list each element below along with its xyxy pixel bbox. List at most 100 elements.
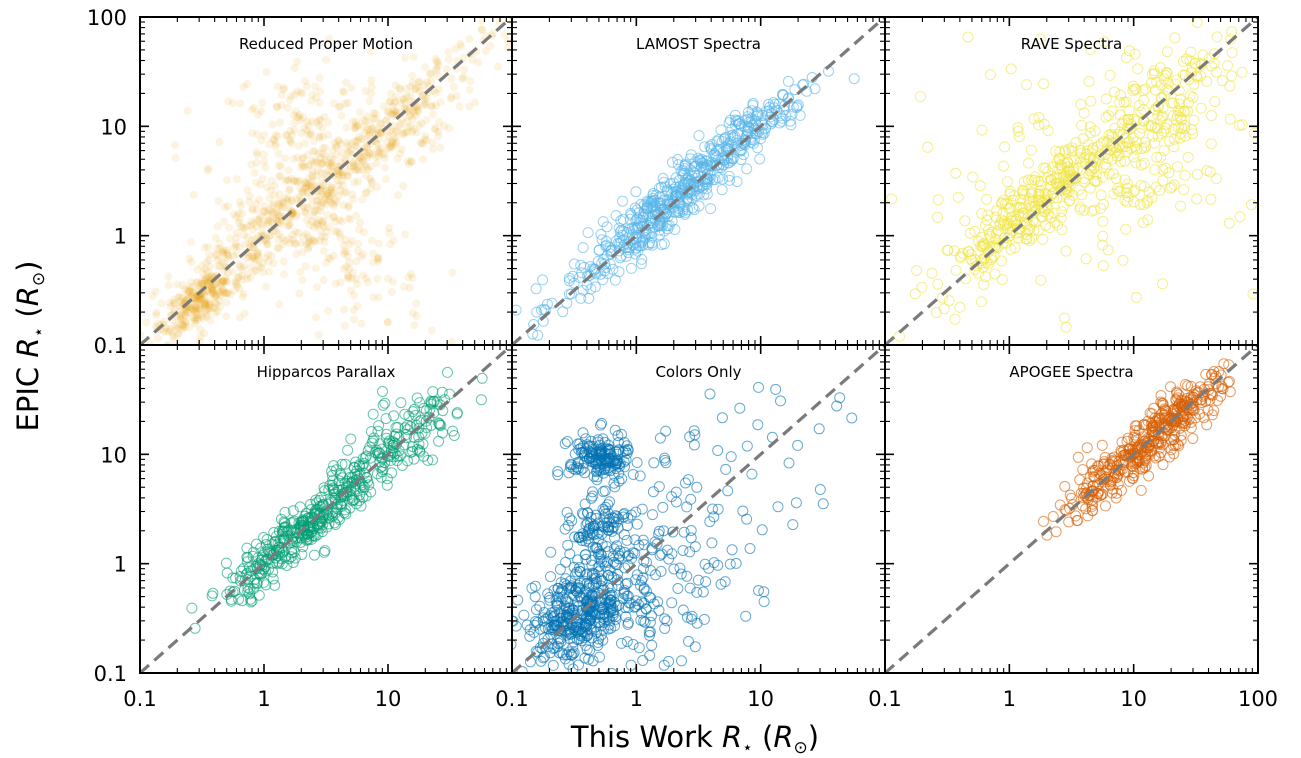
data-point — [236, 313, 244, 322]
data-point — [322, 227, 331, 236]
data-point — [346, 494, 358, 506]
data-point — [275, 300, 284, 309]
data-point — [201, 306, 210, 315]
data-point — [537, 612, 549, 624]
data-point — [296, 267, 305, 276]
data-point — [175, 329, 184, 338]
data-point — [364, 441, 376, 453]
data-point — [562, 539, 574, 551]
data-point — [638, 583, 650, 595]
data-point — [340, 321, 349, 330]
data-point — [317, 160, 326, 169]
data-point — [308, 117, 316, 126]
data-point — [260, 579, 272, 591]
data-point — [777, 88, 789, 100]
data-point — [779, 100, 791, 112]
data-point — [673, 203, 685, 215]
data-point — [185, 351, 193, 359]
data-point — [289, 111, 298, 120]
data-point — [269, 215, 277, 224]
data-point — [572, 438, 584, 450]
data-point — [412, 104, 421, 113]
data-point — [330, 507, 342, 519]
data-point — [273, 204, 282, 213]
data-point — [251, 256, 260, 265]
data-point — [1226, 70, 1238, 82]
data-point — [404, 421, 416, 432]
data-point — [247, 217, 256, 226]
data-point — [604, 496, 615, 508]
data-point — [1083, 76, 1095, 87]
data-point — [314, 200, 322, 209]
data-point — [365, 148, 374, 157]
data-point — [172, 322, 181, 331]
data-point — [660, 457, 672, 469]
data-point — [952, 191, 964, 203]
data-point — [990, 228, 1002, 240]
data-point — [267, 186, 275, 195]
data-point — [512, 639, 517, 650]
data-point — [322, 191, 331, 200]
data-point — [287, 505, 299, 517]
data-point — [691, 481, 703, 493]
data-point — [402, 92, 411, 101]
data-point — [308, 167, 317, 175]
data-point — [658, 659, 670, 671]
data-point — [312, 118, 321, 127]
data-point — [234, 218, 243, 227]
data-point — [207, 283, 216, 292]
data-point — [245, 240, 254, 249]
data-point — [1187, 128, 1199, 140]
data-point — [564, 512, 576, 524]
data-point — [1086, 500, 1098, 512]
data-point — [680, 477, 691, 489]
data-point — [234, 260, 243, 269]
data-point — [252, 178, 260, 187]
data-point — [358, 195, 367, 204]
data-point — [967, 171, 979, 183]
data-point — [277, 101, 286, 110]
data-point — [304, 243, 313, 252]
data-point — [213, 256, 222, 264]
data-point — [991, 204, 1003, 216]
data-point — [290, 239, 299, 248]
data-point — [629, 202, 641, 214]
data-point — [601, 221, 613, 233]
data-point — [253, 248, 262, 257]
data-point — [344, 98, 352, 107]
data-point — [1095, 189, 1107, 201]
data-point — [637, 655, 649, 666]
data-point — [326, 192, 335, 201]
data-point — [1059, 169, 1071, 181]
data-point — [298, 248, 307, 257]
data-point — [192, 278, 201, 287]
data-point — [238, 275, 247, 284]
data-point — [384, 274, 393, 283]
data-point — [268, 210, 277, 218]
data-point — [335, 169, 344, 178]
data-point — [1185, 422, 1197, 434]
data-point — [620, 611, 632, 623]
data-point — [436, 386, 448, 398]
data-point — [1165, 381, 1176, 393]
data-point — [722, 150, 734, 162]
data-point — [169, 295, 178, 304]
data-point — [609, 620, 621, 632]
data-point — [595, 448, 607, 460]
data-point — [693, 130, 705, 142]
data-point — [318, 160, 327, 168]
data-point — [183, 286, 192, 295]
data-point — [326, 185, 335, 194]
data-point — [753, 381, 764, 393]
data-point — [1179, 130, 1191, 142]
data-point — [290, 64, 299, 72]
data-point — [1081, 442, 1093, 454]
data-point — [666, 597, 678, 609]
data-point — [214, 197, 223, 206]
data-point — [468, 55, 477, 64]
data-point — [834, 392, 846, 404]
data-point — [1126, 450, 1138, 461]
data-point — [705, 203, 717, 215]
data-point — [734, 402, 746, 414]
data-point — [377, 144, 385, 153]
